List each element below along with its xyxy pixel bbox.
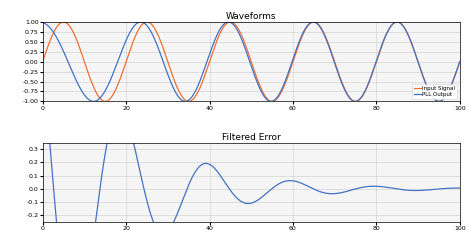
Line: PLL Output: PLL Output	[43, 22, 460, 101]
PLL Output	[457, 60, 463, 63]
Title: Filtered Error: Filtered Error	[222, 133, 281, 142]
Line: Input Signal: Input Signal	[43, 22, 460, 101]
Title: Waveforms: Waveforms	[226, 12, 276, 21]
PLL Output	[352, 100, 358, 103]
Input Signal	[199, 81, 205, 84]
Input Signal	[116, 82, 121, 85]
PLL Output	[40, 21, 46, 24]
Input Signal	[436, 100, 442, 103]
PLL Output	[290, 58, 296, 61]
Input Signal	[40, 60, 46, 63]
PLL Output	[199, 74, 205, 77]
Input Signal	[457, 60, 463, 63]
PLL Output	[351, 100, 357, 103]
Input Signal	[290, 60, 296, 63]
PLL Output	[310, 20, 316, 23]
PLL Output	[311, 20, 317, 23]
Input Signal	[311, 20, 317, 23]
Input Signal	[61, 20, 66, 23]
Legend: Input Signal, PLL Output: Input Signal, PLL Output	[412, 84, 457, 99]
Input Signal	[351, 100, 357, 102]
PLL Output	[116, 58, 121, 61]
Input Signal	[383, 35, 389, 38]
PLL Output	[383, 34, 389, 37]
